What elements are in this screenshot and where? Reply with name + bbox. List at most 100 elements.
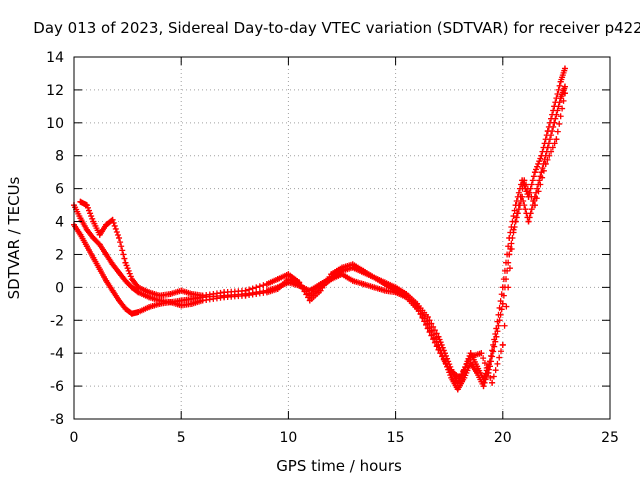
data-point	[478, 350, 485, 357]
y-tick-label: 4	[55, 215, 64, 231]
y-tick-label: -8	[50, 412, 64, 428]
data-point	[263, 281, 270, 288]
data-point	[77, 198, 84, 205]
x-tick-label: 5	[177, 430, 186, 446]
data-point	[499, 300, 506, 307]
data-point	[553, 136, 560, 143]
data-point	[360, 267, 367, 274]
data-point	[135, 284, 142, 291]
data-point	[435, 333, 442, 340]
data-point	[557, 78, 564, 85]
data-point	[83, 226, 90, 233]
data-point	[242, 287, 249, 294]
y-tick-label: 8	[55, 149, 64, 165]
data-point	[531, 202, 538, 209]
data-point	[381, 281, 388, 288]
grid	[74, 57, 610, 419]
data-point	[435, 346, 442, 353]
data-point	[156, 292, 163, 299]
data-point	[489, 379, 496, 386]
data-point	[454, 386, 461, 393]
data-point	[499, 341, 506, 348]
data-point	[506, 251, 513, 258]
data-point	[146, 304, 153, 311]
series-markers	[71, 65, 568, 386]
data-point	[128, 276, 135, 283]
data-point	[349, 261, 356, 268]
data-point	[486, 363, 493, 370]
data-point	[561, 90, 568, 97]
data-point	[128, 310, 135, 317]
data-point	[274, 276, 281, 283]
axes: -8 -6 -4 -2 0 2 4 6 8 10 12 14 0 5 10 15 20 25	[46, 50, 619, 446]
data-point	[525, 218, 532, 225]
data-point	[542, 160, 549, 167]
data-point	[83, 202, 90, 209]
data-point	[339, 271, 345, 278]
data-point	[544, 144, 551, 151]
data-point	[188, 290, 195, 297]
data-point	[83, 243, 90, 250]
data-point	[146, 289, 153, 296]
y-tick-label: 10	[46, 116, 64, 132]
data-point	[77, 215, 84, 222]
data-point	[403, 292, 410, 299]
data-point	[199, 292, 206, 299]
data-point	[156, 300, 163, 307]
data-point	[467, 353, 474, 360]
data-point	[349, 277, 356, 284]
data-point	[446, 366, 453, 373]
data-point	[274, 286, 281, 293]
y-tick-label: -6	[50, 379, 64, 395]
series-track-b	[71, 83, 568, 393]
data-point	[480, 383, 487, 390]
data-series	[71, 65, 568, 393]
y-tick-label: 14	[46, 50, 64, 66]
x-tick-label: 20	[494, 430, 512, 446]
data-point	[103, 251, 110, 258]
data-point	[448, 374, 455, 381]
data-point	[456, 374, 463, 381]
y-tick-label: 12	[46, 83, 64, 99]
data-point	[557, 95, 564, 102]
data-point	[531, 169, 538, 176]
data-point	[178, 302, 185, 309]
data-point	[167, 299, 174, 306]
data-point	[381, 287, 388, 294]
data-point	[221, 289, 228, 296]
x-tick-label: 15	[387, 430, 405, 446]
data-point	[392, 287, 399, 294]
data-point	[424, 313, 431, 320]
data-point	[561, 65, 568, 72]
data-point	[317, 287, 324, 294]
data-point	[360, 281, 367, 288]
x-axis-label: GPS time / hours	[276, 457, 402, 475]
x-tick-label: 25	[601, 430, 619, 446]
data-point	[306, 297, 313, 304]
data-point	[116, 297, 123, 304]
data-point	[371, 274, 378, 281]
data-point	[188, 300, 195, 307]
data-point	[263, 289, 270, 296]
chart-title: Day 013 of 2023, Sidereal Day-to-day VTE…	[33, 19, 640, 37]
data-point	[122, 305, 129, 312]
data-point	[128, 284, 135, 291]
data-point	[424, 325, 431, 332]
data-point	[77, 231, 84, 238]
series-markers	[71, 83, 568, 393]
data-point	[103, 277, 110, 284]
data-point	[296, 279, 303, 286]
data-point	[116, 269, 123, 276]
data-point	[90, 218, 97, 225]
data-point	[339, 264, 345, 271]
data-point	[551, 119, 558, 126]
series-track-c	[77, 90, 568, 386]
y-tick-label: 0	[55, 280, 64, 296]
data-point	[167, 290, 174, 297]
data-point	[96, 266, 103, 273]
y-tick-label: -4	[50, 346, 64, 362]
y-tick-label: 6	[55, 182, 64, 198]
data-point	[90, 254, 97, 261]
data-point	[561, 83, 568, 90]
